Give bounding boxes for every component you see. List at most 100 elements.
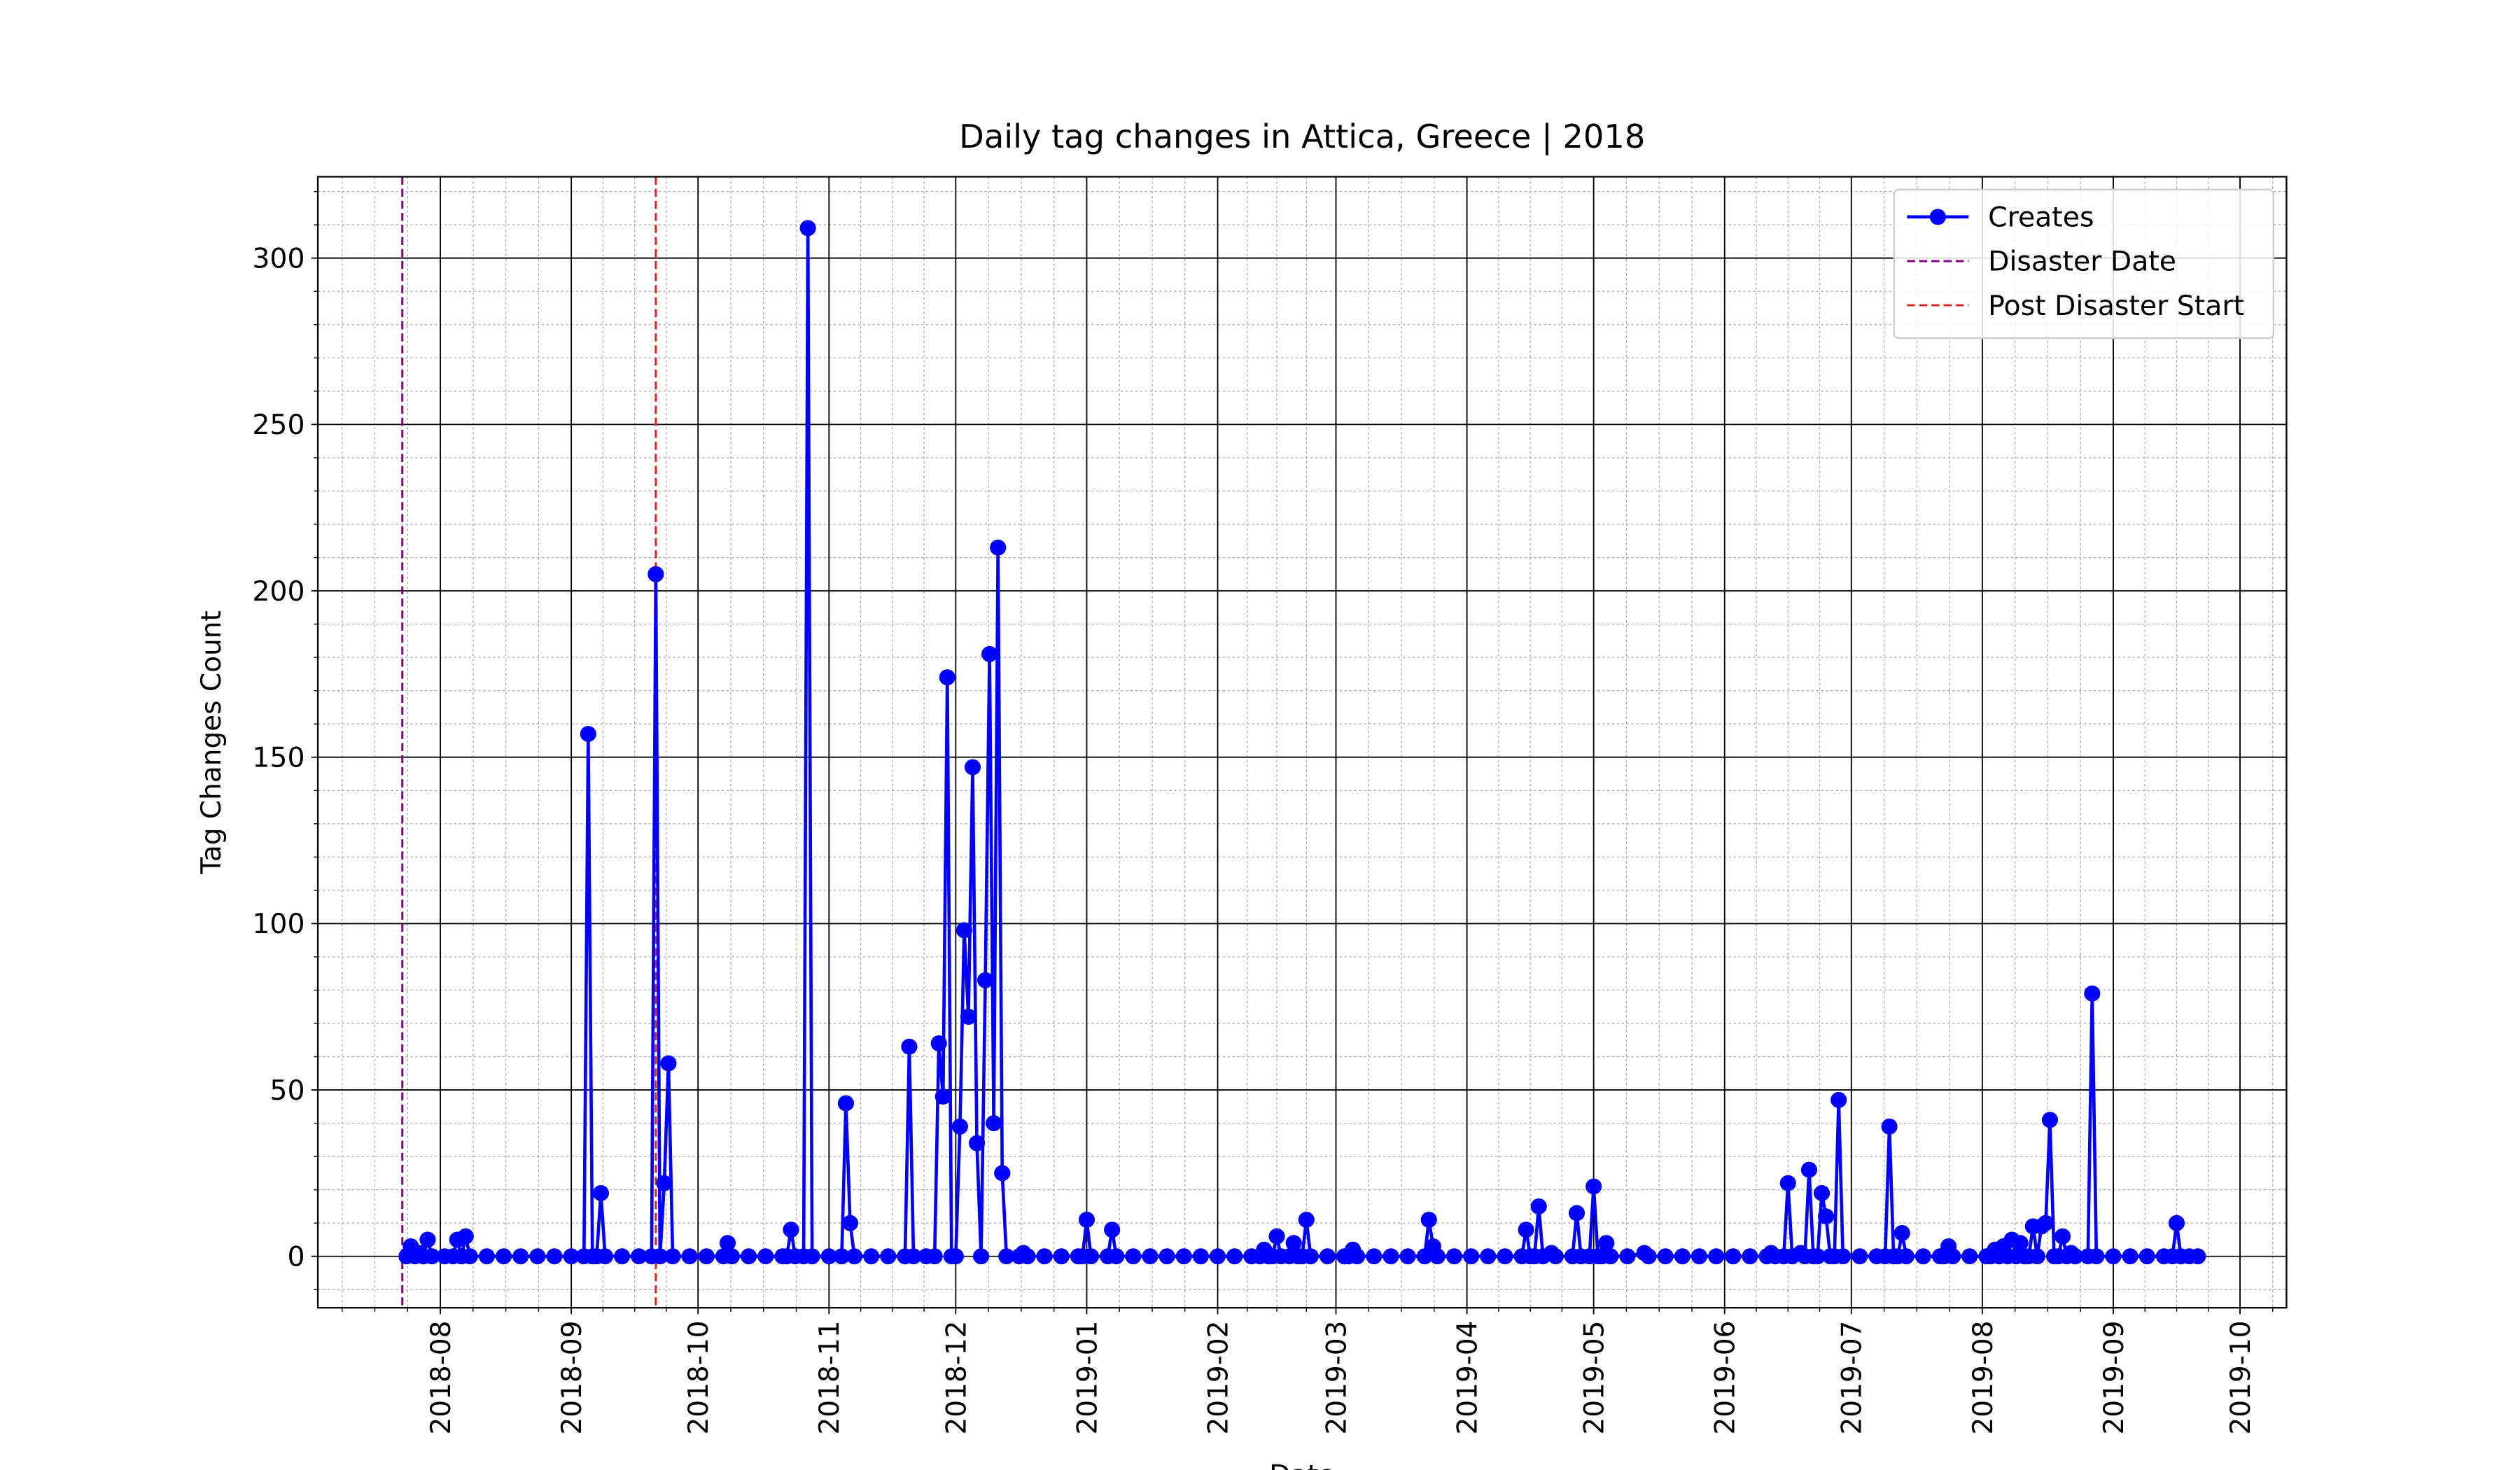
data-point <box>2084 985 2101 1002</box>
data-point <box>1104 1222 1121 1238</box>
data-point <box>977 972 994 988</box>
data-point <box>1298 1211 1315 1228</box>
data-point <box>596 1248 614 1265</box>
data-point <box>1851 1248 1868 1265</box>
data-point <box>972 1248 990 1265</box>
data-point <box>2190 1248 2206 1265</box>
data-point <box>846 1248 863 1265</box>
data-point <box>1914 1248 1931 1265</box>
y-axis-label: Tag Changes Count <box>196 610 227 874</box>
data-point <box>1813 1184 1830 1201</box>
y-tick-label: 300 <box>252 244 304 275</box>
data-point <box>934 1088 951 1105</box>
data-point <box>1725 1248 1742 1265</box>
data-point <box>419 1231 436 1248</box>
data-point <box>1158 1248 1175 1265</box>
data-point <box>1420 1211 1437 1228</box>
data-point <box>546 1248 563 1265</box>
data-point <box>1142 1248 1158 1265</box>
data-point <box>994 1165 1011 1182</box>
data-point <box>2088 1248 2105 1265</box>
data-point <box>1019 1248 1036 1265</box>
data-point <box>563 1248 580 1265</box>
data-point <box>968 1135 986 1152</box>
data-point <box>783 1222 799 1238</box>
y-tick-label: 150 <box>252 743 304 774</box>
x-tick-label: 2019-05 <box>1578 1321 1610 1435</box>
data-point <box>1779 1175 1796 1191</box>
x-tick-label: 2019-09 <box>2099 1321 2130 1435</box>
axes: 0 50 100 150 200 250 300 2018-08 2018-09 2018-10 2… <box>252 190 2274 1435</box>
data-point <box>863 1248 880 1265</box>
data-point <box>648 566 664 582</box>
data-point <box>664 1248 681 1265</box>
data-point <box>990 539 1007 556</box>
x-tick-label: 2019-02 <box>1203 1321 1234 1435</box>
data-point <box>496 1248 512 1265</box>
data-point <box>512 1248 529 1265</box>
data-point <box>613 1248 631 1265</box>
data-point <box>2105 1248 2122 1265</box>
x-tick-label: 2018-10 <box>683 1321 715 1435</box>
data-point <box>1429 1248 1446 1265</box>
data-point <box>1818 1208 1835 1225</box>
data-point <box>986 1115 1002 1132</box>
data-point <box>457 1228 474 1245</box>
data-point <box>1657 1248 1674 1265</box>
data-point <box>998 1248 1015 1265</box>
data-point <box>1893 1225 1910 1241</box>
data-point <box>1285 1235 1302 1252</box>
legend-label: Creates <box>1988 202 2094 234</box>
x-tick-label: 2019-10 <box>2225 1321 2257 1435</box>
data-point <box>1690 1248 1708 1265</box>
data-point <box>1809 1248 1826 1265</box>
data-point <box>1568 1205 1586 1222</box>
data-point <box>833 1248 850 1265</box>
data-point <box>1602 1248 1619 1265</box>
data-point <box>1518 1222 1534 1238</box>
data-point <box>656 1175 673 1191</box>
data-point <box>741 1248 757 1265</box>
data-point <box>1830 1091 1847 1108</box>
x-tick-label: 2019-06 <box>1709 1321 1741 1435</box>
data-point <box>1226 1248 1243 1265</box>
data-point <box>1078 1211 1096 1228</box>
data-point <box>424 1248 440 1265</box>
x-tick-label: 2019-08 <box>1968 1321 1999 1435</box>
data-point <box>1036 1248 1053 1265</box>
data-point <box>939 669 955 686</box>
data-point <box>960 1009 977 1025</box>
data-point <box>1800 1161 1818 1178</box>
data-point <box>1399 1248 1416 1265</box>
x-tick-label: 2018-08 <box>426 1321 457 1435</box>
y-tick-label: 0 <box>287 1242 304 1273</box>
data-point <box>1640 1248 1657 1265</box>
data-point <box>955 922 973 939</box>
data-point <box>681 1248 698 1265</box>
data-point <box>723 1248 741 1265</box>
data-point <box>2138 1248 2155 1265</box>
data-point <box>1881 1118 1898 1135</box>
data-point <box>1349 1248 1366 1265</box>
y-tick-label: 200 <box>252 576 304 608</box>
data-point <box>880 1248 897 1265</box>
data-point <box>799 220 816 237</box>
data-point <box>1619 1248 1636 1265</box>
data-point <box>1945 1248 1961 1265</box>
axes-frame <box>316 176 2288 1309</box>
data-point <box>905 1248 922 1265</box>
x-tick-label: 2018-09 <box>556 1321 588 1435</box>
x-tick-label: 2018-12 <box>941 1321 972 1435</box>
data-point <box>2012 1235 2029 1252</box>
x-tick-label: 2019-04 <box>1452 1321 1483 1435</box>
y-tick-label: 250 <box>252 410 304 441</box>
data-point <box>930 1035 947 1052</box>
data-point <box>1192 1248 1209 1265</box>
data-point <box>719 1235 736 1252</box>
data-point <box>1708 1248 1725 1265</box>
data-point <box>1302 1248 1319 1265</box>
chart-title: Daily tag changes in Attica, Greece | 20… <box>959 118 1645 156</box>
data-point <box>1674 1248 1690 1265</box>
data-point <box>580 725 596 742</box>
